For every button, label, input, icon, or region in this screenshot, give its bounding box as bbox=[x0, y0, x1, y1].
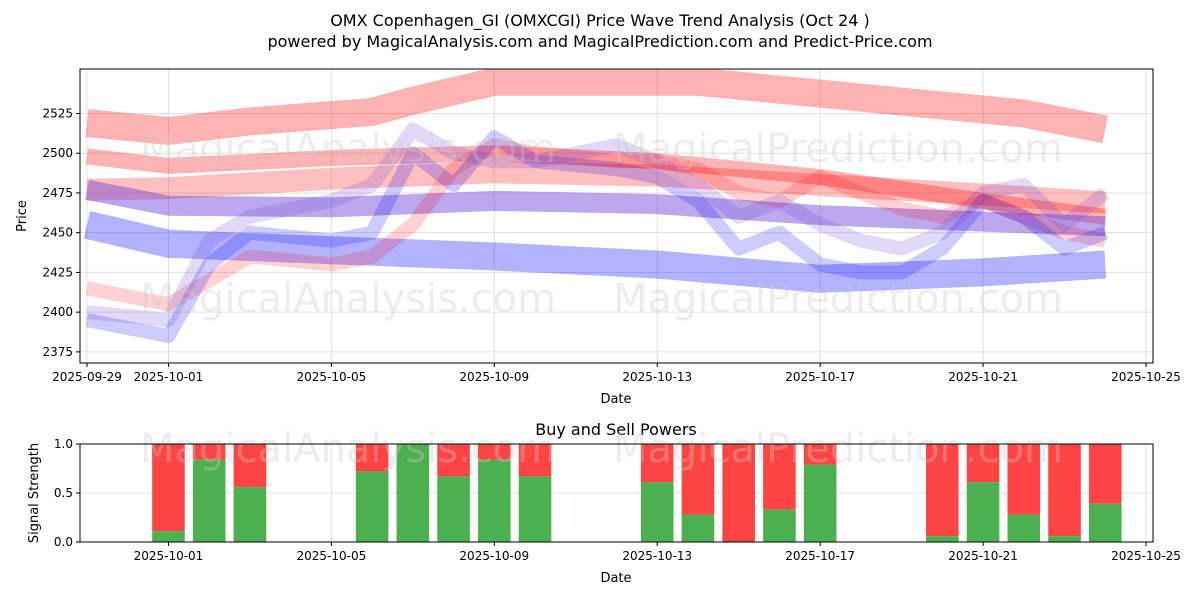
sell-bar bbox=[1088, 444, 1122, 504]
signal-y-axis-label: Signal Strength bbox=[27, 443, 42, 543]
watermark-analysis: MagicalAnalysis.com bbox=[140, 126, 556, 172]
signal-x-tick-label: 2025-10-13 bbox=[622, 549, 692, 563]
watermark-analysis: MagicalAnalysis.com bbox=[140, 276, 556, 322]
buy-bar bbox=[803, 464, 837, 542]
price-band-blue-lower-band bbox=[83, 211, 1107, 293]
price-band-group bbox=[83, 69, 1110, 343]
buy-bar bbox=[396, 444, 430, 542]
sell-bar bbox=[233, 444, 267, 488]
sell-bar bbox=[966, 444, 1000, 483]
signal-watermarks: MagicalAnalysis.com MagicalPrediction.co… bbox=[140, 426, 1063, 472]
signal-y-tick-label: 0.0 bbox=[54, 535, 73, 549]
sell-bar bbox=[518, 444, 552, 477]
price-grid bbox=[80, 69, 1153, 363]
signal-x-tick-label: 2025-10-21 bbox=[948, 549, 1018, 563]
price-x-tick-label: 2025-10-09 bbox=[459, 370, 529, 384]
sell-bar bbox=[722, 444, 755, 542]
buy-bar bbox=[966, 482, 1000, 542]
signal-x-tick-label: 2025-10-25 bbox=[1111, 549, 1181, 563]
sell-bar bbox=[926, 444, 959, 537]
sell-bar bbox=[478, 444, 511, 460]
signal-x-tick-label: 2025-10-01 bbox=[134, 549, 204, 563]
chart-subtitle: powered by MagicalAnalysis.com and Magic… bbox=[267, 32, 932, 51]
sell-bar bbox=[803, 444, 837, 465]
signal-bars bbox=[152, 444, 1122, 542]
price-x-tick-label: 2025-10-21 bbox=[948, 370, 1018, 384]
sell-bar bbox=[640, 444, 674, 483]
sell-bar bbox=[152, 444, 185, 532]
sell-bar bbox=[681, 444, 715, 515]
signal-y-tick-label: 1.0 bbox=[54, 437, 73, 451]
price-y-tick-label: 2475 bbox=[42, 186, 73, 200]
price-band-red-mid-band bbox=[86, 161, 1107, 214]
buy-bar bbox=[233, 487, 267, 542]
signal-x-tick-label: 2025-10-09 bbox=[459, 549, 529, 563]
buy-bar bbox=[640, 482, 674, 542]
buy-bar bbox=[355, 471, 389, 542]
buy-bar bbox=[437, 476, 470, 542]
buy-bar bbox=[1048, 536, 1081, 542]
sell-bar bbox=[1048, 444, 1081, 537]
price-plot-frame bbox=[79, 68, 1154, 364]
buy-bar bbox=[1007, 514, 1041, 542]
buy-bar bbox=[926, 536, 959, 542]
chart-title: OMX Copenhagen_GI (OMXCGI) Price Wave Tr… bbox=[330, 11, 870, 31]
buy-bar bbox=[192, 459, 226, 542]
price-x-tick-label: 2025-10-13 bbox=[622, 370, 692, 384]
price-y-tick-label: 2500 bbox=[42, 146, 73, 160]
price-x-tick-label: 2025-09-29 bbox=[52, 370, 122, 384]
sell-bar bbox=[355, 444, 389, 472]
watermark-prediction: MagicalPrediction.com bbox=[613, 426, 1063, 472]
price-y-axis-label: Price bbox=[15, 200, 30, 232]
price-x-tick-label: 2025-10-25 bbox=[1111, 370, 1181, 384]
price-y-tick-label: 2400 bbox=[42, 305, 73, 319]
price-band-red-upper-band bbox=[85, 69, 1108, 145]
buy-bar bbox=[1088, 503, 1122, 542]
sell-bar bbox=[192, 444, 226, 460]
price-y-tick-label: 2450 bbox=[42, 226, 73, 240]
price-band-price-wave-blue bbox=[85, 130, 1108, 343]
buy-bar bbox=[152, 531, 185, 542]
price-x-axis-label: Date bbox=[600, 392, 631, 407]
sell-bar bbox=[763, 444, 796, 510]
price-watermarks: MagicalAnalysis.com MagicalPrediction.co… bbox=[140, 126, 1063, 322]
price-band-red-line-band bbox=[86, 145, 1107, 225]
price-y-tick-label: 2525 bbox=[42, 106, 73, 120]
price-y-tick-label: 2425 bbox=[42, 265, 73, 279]
buy-bar bbox=[478, 459, 511, 542]
price-x-tick-label: 2025-10-05 bbox=[297, 370, 367, 384]
signal-chart-title: Buy and Sell Powers bbox=[535, 420, 697, 439]
price-y-tick-label: 2375 bbox=[42, 345, 73, 359]
watermark-prediction: MagicalPrediction.com bbox=[613, 126, 1063, 172]
price-axes: 2025-09-29 2025-10-01 2025-10-05 2025-10-09… bbox=[42, 106, 1180, 384]
buy-bar bbox=[763, 509, 796, 542]
price-x-tick-label: 2025-10-17 bbox=[785, 370, 855, 384]
signal-x-tick-label: 2025-10-17 bbox=[785, 549, 855, 563]
buy-bar bbox=[681, 514, 715, 542]
price-band-purple-band bbox=[85, 179, 1106, 237]
signal-y-tick-label: 0.5 bbox=[54, 486, 73, 500]
price-x-tick-label: 2025-10-01 bbox=[134, 370, 204, 384]
sell-bar bbox=[437, 444, 470, 477]
buy-bar bbox=[518, 476, 552, 542]
price-band-price-wave-red bbox=[85, 138, 1107, 312]
signal-x-tick-label: 2025-10-05 bbox=[297, 549, 367, 563]
price-bands bbox=[83, 69, 1110, 343]
watermark-analysis: MagicalAnalysis.com bbox=[140, 426, 556, 472]
signal-axes: 2025-10-01 2025-10-05 2025-10-09 2025-10-13… bbox=[54, 437, 1181, 563]
watermark-prediction: MagicalPrediction.com bbox=[613, 276, 1063, 322]
sell-bar bbox=[1007, 444, 1041, 515]
price-band-price-wave-purple bbox=[86, 122, 1110, 328]
signal-x-axis-label: Date bbox=[600, 571, 631, 586]
